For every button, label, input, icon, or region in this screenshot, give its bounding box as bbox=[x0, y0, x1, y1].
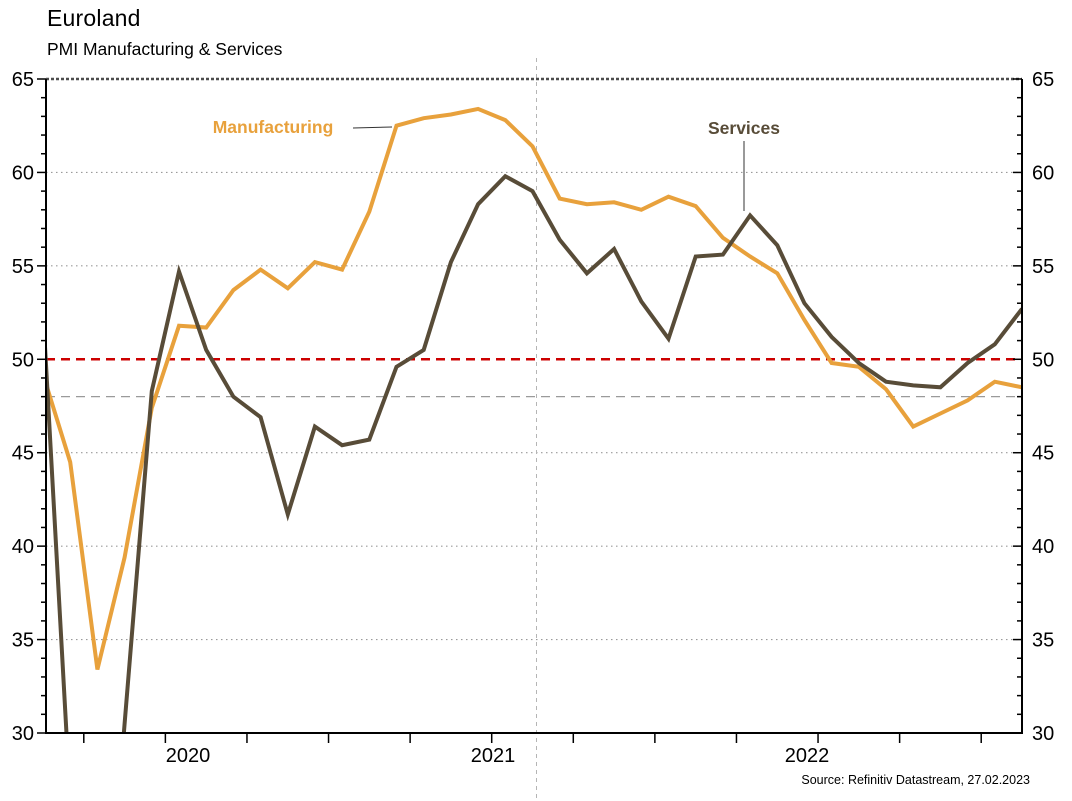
ytick-label-right-40: 40 bbox=[1032, 536, 1054, 558]
manufacturing-leader-line bbox=[352, 126, 393, 129]
ytick-label-left-30: 30 bbox=[12, 723, 34, 745]
ytick-label-left-45: 45 bbox=[12, 443, 34, 465]
ytick-label-left-55: 55 bbox=[12, 256, 34, 278]
services-line bbox=[46, 173, 1022, 733]
ytick-label-right-45: 45 bbox=[1032, 443, 1054, 465]
ytick-label-left-60: 60 bbox=[12, 162, 34, 184]
ytick-label-left-50: 50 bbox=[12, 349, 34, 371]
ytick-label-right-50: 50 bbox=[1032, 349, 1054, 371]
ytick-label-left-35: 35 bbox=[12, 630, 34, 652]
ytick-label-left-65: 65 bbox=[12, 69, 34, 91]
xtick-label-2022: 2022 bbox=[785, 745, 830, 767]
ytick-label-right-35: 35 bbox=[1032, 630, 1054, 652]
xtick-label-2021: 2021 bbox=[471, 745, 516, 767]
manufacturing-label: Manufacturing bbox=[213, 117, 334, 137]
ytick-label-right-60: 60 bbox=[1032, 162, 1054, 184]
ytick-label-left-40: 40 bbox=[12, 536, 34, 558]
ytick-label-right-55: 55 bbox=[1032, 256, 1054, 278]
manufacturing-line bbox=[46, 106, 1022, 670]
chart-subtitle: PMI Manufacturing & Services bbox=[47, 39, 283, 59]
chart-title: Euroland bbox=[47, 5, 141, 31]
ytick-label-right-30: 30 bbox=[1032, 723, 1054, 745]
services-label: Services bbox=[708, 118, 780, 138]
xtick-label-2020: 2020 bbox=[166, 745, 211, 767]
source-note: Source: Refinitiv Datastream, 27.02.2023 bbox=[801, 773, 1030, 787]
ytick-label-right-65: 65 bbox=[1032, 69, 1054, 91]
